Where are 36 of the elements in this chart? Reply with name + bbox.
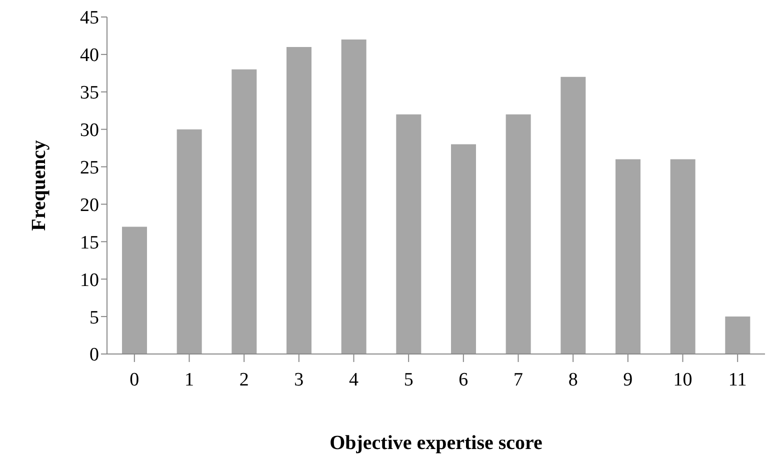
- x-tick-label: 4: [349, 369, 359, 390]
- x-tick-label: 11: [728, 369, 747, 390]
- bar: [176, 129, 202, 354]
- bar: [616, 159, 640, 354]
- bar: [670, 159, 696, 354]
- bar: [232, 69, 257, 354]
- y-tick-label: 15: [80, 232, 99, 254]
- x-tick-label: 2: [239, 369, 249, 390]
- x-tick-label: 7: [514, 369, 523, 390]
- y-axis-title: Frequency: [28, 140, 50, 231]
- y-tick-label: 45: [80, 8, 99, 29]
- bar: [286, 46, 312, 354]
- x-tick-label: 3: [294, 369, 304, 390]
- x-tick-label: 0: [130, 369, 140, 390]
- x-tick-label: 10: [673, 369, 692, 390]
- y-tick-label: 5: [90, 307, 99, 328]
- y-tick-label: 30: [80, 120, 99, 142]
- x-tick-label: 8: [568, 369, 578, 390]
- y-tick-label: 25: [80, 158, 99, 179]
- bar: [122, 226, 147, 354]
- y-tick-label: 20: [80, 194, 99, 216]
- x-tick-label: 9: [623, 369, 633, 390]
- y-tick-label: 40: [80, 45, 99, 66]
- x-axis-title: Objective expertise score: [330, 432, 543, 454]
- x-tick-label: 1: [184, 369, 194, 390]
- bar: [451, 144, 476, 354]
- bar: [341, 39, 366, 354]
- bar: [725, 316, 750, 354]
- y-tick-label: 0: [90, 344, 99, 366]
- x-tick-label: 6: [458, 369, 468, 390]
- x-tick-label: 5: [404, 369, 414, 390]
- bar: [560, 76, 586, 354]
- bar: [506, 114, 531, 354]
- bar: [396, 114, 422, 354]
- y-tick-label: 35: [80, 82, 99, 104]
- y-tick-label: 10: [80, 270, 99, 291]
